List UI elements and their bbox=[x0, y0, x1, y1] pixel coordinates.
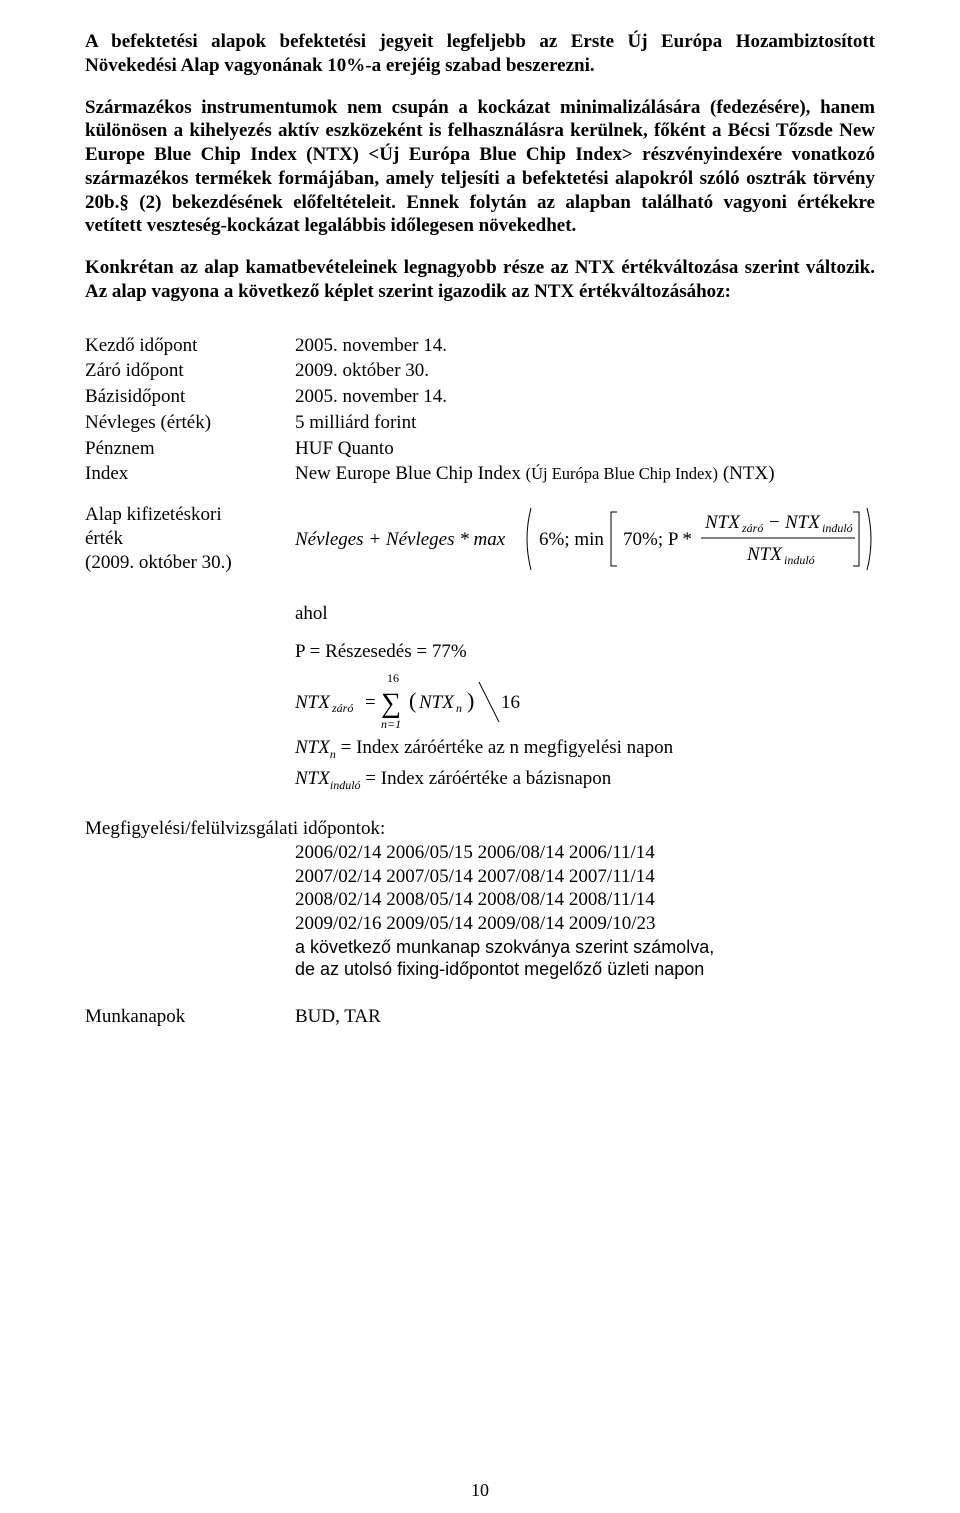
obs-row: 2008/02/14 2008/05/14 2008/08/14 2008/11… bbox=[295, 888, 875, 912]
def-value: 2009. október 30. bbox=[295, 359, 875, 383]
obs-row: 2007/02/14 2007/05/14 2007/08/14 2007/11… bbox=[295, 865, 875, 889]
obs-note-2: de az utolsó fixing-időpontot megelőző ü… bbox=[295, 958, 875, 981]
obs-row: 2009/02/16 2009/05/14 2009/08/14 2009/10… bbox=[295, 912, 875, 936]
sum-bottom: n=1 bbox=[381, 717, 401, 731]
eq-lhs-sub: záró bbox=[331, 701, 353, 715]
index-tail: (NTX) bbox=[718, 463, 774, 484]
page-number: 10 bbox=[0, 1479, 960, 1502]
payout-formula-svg: Névleges + Névleges * max 6%; min 70%; P… bbox=[295, 500, 875, 578]
eq-ntx-n: NTX bbox=[418, 692, 455, 713]
eq-ntx-ind-sub: induló bbox=[330, 778, 361, 792]
eq-ntx-n2: NTX bbox=[295, 737, 330, 758]
paren-r: ) bbox=[467, 688, 474, 713]
frac-num-left-sub: záró bbox=[741, 521, 763, 535]
def-label: Index bbox=[85, 462, 295, 486]
def-row-kezdo: Kezdő időpont 2005. november 14. bbox=[85, 334, 875, 358]
payout-label: Alap kifizetéskori érték (2009. október … bbox=[85, 503, 295, 574]
def-value: 2005. november 14. bbox=[295, 334, 875, 358]
payout-formula: Névleges + Névleges * max 6%; min 70%; P… bbox=[295, 500, 875, 578]
page: A befektetési alapok befektetési jegyeit… bbox=[0, 0, 960, 1513]
observation-lines: 2006/02/14 2006/05/15 2006/08/14 2006/11… bbox=[295, 841, 875, 981]
eq-ntx-zaro: NTX záró = 16 ∑ n=1 ( NTX n ) 16 bbox=[295, 668, 595, 732]
eq-lhs: NTX bbox=[295, 692, 331, 713]
frac-num-right: NTX bbox=[784, 512, 821, 533]
def-row-nevleges: Névleges (érték) 5 milliárd forint bbox=[85, 411, 875, 435]
payout-label-3: (2009. október 30.) bbox=[85, 551, 295, 575]
eq-ntx-ind: NTX bbox=[295, 768, 330, 789]
def-label: Bázisidőpont bbox=[85, 385, 295, 409]
def-label: Munkanapok bbox=[85, 1005, 295, 1029]
svg-text:∑: ∑ bbox=[381, 688, 401, 719]
frac-den-sub: induló bbox=[784, 553, 815, 567]
def-value: BUD, TAR bbox=[295, 1005, 875, 1029]
ahol-label: ahol bbox=[295, 602, 875, 626]
def-label: Névleges (érték) bbox=[85, 411, 295, 435]
frac-den: NTX bbox=[746, 544, 783, 565]
formula-prefix: Névleges + Névleges * max bbox=[295, 529, 506, 550]
def-value: New Europe Blue Chip Index (Új Európa Bl… bbox=[295, 462, 875, 486]
paragraph-3: Konkrétan az alap kamatbevételeinek legn… bbox=[85, 256, 875, 304]
paren-l: ( bbox=[409, 688, 416, 713]
eq-ntx-indulo-line: NTXinduló = Index záróértéke a bázisnapo… bbox=[295, 767, 875, 793]
paragraph-2: Származékos instrumentumok nem csupán a … bbox=[85, 96, 875, 239]
index-main: New Europe Blue Chip Index bbox=[295, 463, 526, 484]
observation-label: Megfigyelési/felülvizsgálati időpontok: bbox=[85, 817, 875, 841]
formula-inner1: 6%; min bbox=[539, 529, 604, 550]
frac-minus: − bbox=[769, 512, 780, 533]
payout-label-2: érték bbox=[85, 527, 295, 551]
def-label: Kezdő időpont bbox=[85, 334, 295, 358]
formula-inner2: 70%; P * bbox=[623, 529, 692, 550]
eq-ntx-n-line: NTXn = Index záróértéke az n megfigyelés… bbox=[295, 736, 875, 762]
def-value: 5 milliárd forint bbox=[295, 411, 875, 435]
def-row-penznem: Pénznem HUF Quanto bbox=[85, 437, 875, 461]
eq-ntx-ind-rhs: = Index záróértéke a bázisnapon bbox=[361, 768, 612, 789]
def-label: Pénznem bbox=[85, 437, 295, 461]
frac-num-left: NTX bbox=[704, 512, 741, 533]
div16: 16 bbox=[501, 692, 520, 713]
eq-ntx-n2-rhs: = Index záróértéke az n megfigyelési nap… bbox=[336, 737, 673, 758]
def-row-bazis: Bázisidőpont 2005. november 14. bbox=[85, 385, 875, 409]
eq-ntx-n-sub: n bbox=[456, 701, 462, 715]
equations-block: ahol P = Részesedés = 77% NTX záró = 16 … bbox=[295, 602, 875, 793]
def-value: 2005. november 14. bbox=[295, 385, 875, 409]
sum-top: 16 bbox=[387, 671, 399, 685]
obs-note-1: a következő munkanap szokványa szerint s… bbox=[295, 936, 875, 959]
frac-num-right-sub: induló bbox=[822, 521, 853, 535]
def-row-payout: Alap kifizetéskori érték (2009. október … bbox=[85, 500, 875, 578]
def-label: Záró időpont bbox=[85, 359, 295, 383]
paragraph-1: A befektetési alapok befektetési jegyeit… bbox=[85, 30, 875, 78]
payout-label-1: Alap kifizetéskori bbox=[85, 503, 295, 527]
definitions-block: Kezdő időpont 2005. november 14. Záró id… bbox=[85, 334, 875, 487]
index-small: (Új Európa Blue Chip Index) bbox=[526, 464, 718, 483]
observation-block: Megfigyelési/felülvizsgálati időpontok: … bbox=[85, 817, 875, 981]
p-line: P = Részesedés = 77% bbox=[295, 640, 875, 664]
def-row-zaro: Záró időpont 2009. október 30. bbox=[85, 359, 875, 383]
obs-row: 2006/02/14 2006/05/15 2006/08/14 2006/11… bbox=[295, 841, 875, 865]
def-row-munkanapok: Munkanapok BUD, TAR bbox=[85, 1005, 875, 1029]
def-value: HUF Quanto bbox=[295, 437, 875, 461]
def-row-index: Index New Europe Blue Chip Index (Új Eur… bbox=[85, 462, 875, 486]
svg-text:=: = bbox=[365, 692, 376, 713]
